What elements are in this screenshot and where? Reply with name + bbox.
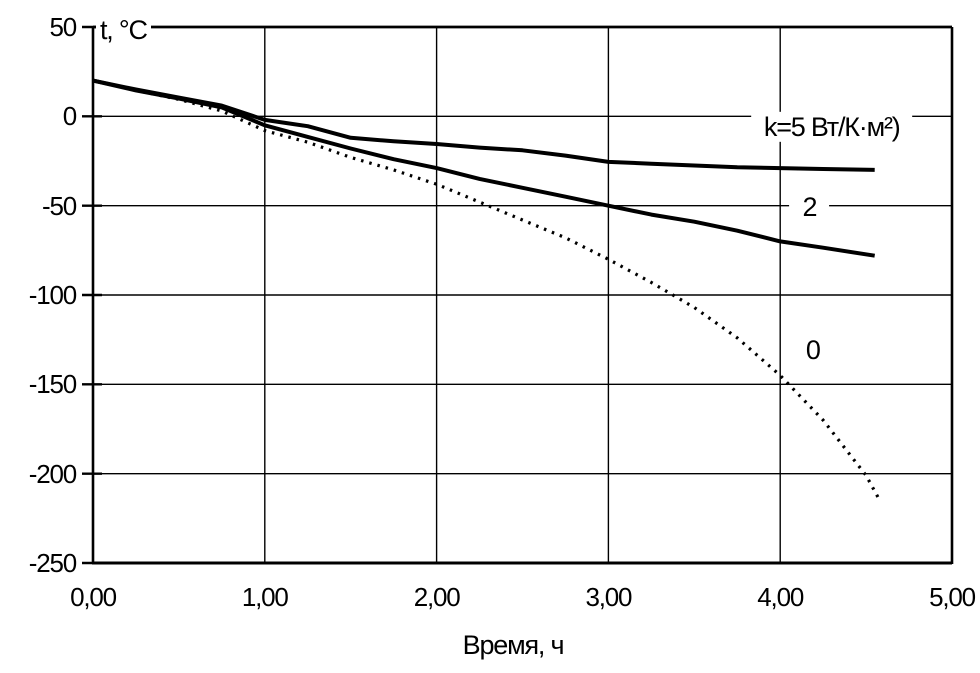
y-tick-label: 50 xyxy=(49,12,77,42)
curve-label-k5: k=5 Вт/К·м²) xyxy=(750,111,913,143)
x-axis-label: Время, ч xyxy=(458,631,568,659)
y-tick-label: -150 xyxy=(28,369,77,400)
x-tick-label: 1,00 xyxy=(241,582,289,612)
curve-k-2 xyxy=(92,78,876,258)
x-tick-label: 2,00 xyxy=(413,582,461,612)
x-tick-label: 0,00 xyxy=(70,582,117,612)
y-tick-label: -200 xyxy=(28,458,77,489)
curve-k-0 xyxy=(92,79,882,502)
curve-label-k0: 0 xyxy=(792,335,833,366)
x-tick-label: 5,00 xyxy=(929,582,976,612)
x-tick-label: 3,00 xyxy=(585,582,632,612)
y-tick-label: 0 xyxy=(62,101,77,132)
y-tick-label: -50 xyxy=(42,190,77,221)
curve-label-k2: 2 xyxy=(789,192,830,223)
x-tick-label: 4,00 xyxy=(757,582,804,612)
y-tick-label: -250 xyxy=(28,548,77,578)
y-axis-label: t, °C xyxy=(96,15,151,46)
y-tick-label: -100 xyxy=(28,280,77,310)
